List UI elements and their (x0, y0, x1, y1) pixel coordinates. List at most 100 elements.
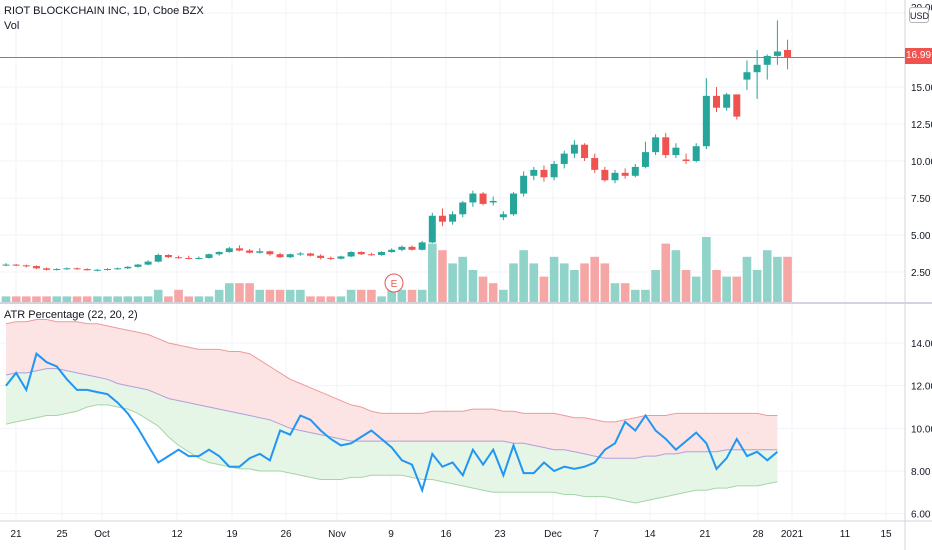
candle-body (388, 249, 396, 253)
candle-body (672, 147, 680, 156)
candle-body (144, 261, 152, 265)
volume-bar (631, 289, 640, 303)
time-tick-label: 11 (840, 529, 851, 540)
indicator-tick-label: 12.00 (911, 382, 932, 393)
candle-body (550, 163, 558, 178)
volume-bar (488, 283, 498, 303)
volume-bar (762, 250, 772, 303)
candle-body (773, 51, 781, 56)
upper-band-line (5, 319, 778, 423)
volume-bar (11, 296, 21, 303)
candle-body (185, 257, 193, 259)
atr-indicator-pane[interactable] (5, 319, 779, 504)
candle-body (154, 254, 162, 262)
candle-body (743, 72, 751, 80)
candle-body (713, 95, 720, 108)
volume-series (1, 237, 792, 303)
candle-body (357, 252, 365, 255)
candle-body (124, 266, 132, 269)
candle-body (733, 94, 741, 117)
volume-bar (387, 289, 396, 303)
candle-body (134, 264, 142, 267)
candle-body (438, 215, 446, 222)
candle-body (479, 193, 487, 204)
time-tick-label: 7 (593, 529, 599, 540)
volume-bar (590, 256, 599, 303)
volume-bar (103, 296, 112, 303)
candle-body (175, 257, 183, 259)
time-tick-label: 2021 (781, 529, 804, 540)
time-tick-label: 9 (388, 529, 394, 540)
candle-body (641, 152, 649, 167)
price-tick-label: 5.00 (911, 231, 931, 242)
candle-body (43, 268, 51, 270)
volume-bar (326, 296, 336, 303)
candle-body (428, 215, 436, 243)
candle-body (510, 193, 517, 215)
volume-bar (245, 283, 254, 303)
volume-bar (225, 283, 234, 303)
candlestick-series (2, 20, 792, 272)
volume-bar (255, 289, 265, 303)
candle-body (378, 252, 386, 255)
candle-body (205, 254, 213, 258)
price-axis[interactable]: 20.00 15.00 12.50 10.00 7.50 5.00 2.50 (911, 3, 932, 279)
indicator-axis[interactable]: 14.00 12.00 10.00 8.00 6.00 (911, 339, 932, 521)
candle-body (530, 169, 538, 176)
candle-body (73, 268, 81, 270)
volume-bar (356, 289, 366, 303)
volume-bar (62, 296, 72, 303)
candle-body (215, 252, 223, 255)
volume-bar (468, 270, 478, 303)
candle-body (520, 175, 528, 194)
earnings-marker[interactable]: E (384, 273, 404, 293)
volume-bar (641, 289, 650, 303)
candle-body (22, 265, 30, 267)
candle-body (347, 252, 355, 257)
candle-body (367, 254, 375, 256)
candle-body (307, 253, 314, 256)
volume-bar (509, 263, 518, 303)
time-tick-label: 25 (56, 529, 68, 540)
candle-body (723, 94, 731, 108)
lower-band-line (5, 404, 778, 504)
volume-bar (113, 296, 122, 303)
time-tick-label: 14 (644, 529, 656, 540)
candle-body (256, 251, 264, 253)
volume-bar (499, 289, 508, 303)
candle-body (408, 246, 416, 250)
candle-body (459, 202, 467, 215)
currency-button[interactable]: USD (909, 7, 929, 23)
volume-bar (52, 296, 62, 303)
candle-body (398, 246, 406, 250)
candle-body (337, 256, 345, 259)
indicator-tick-label: 14.00 (911, 339, 932, 350)
volume-bar (651, 270, 660, 303)
candle-body (489, 200, 497, 203)
candle-body (469, 193, 477, 203)
time-tick-label: 26 (280, 529, 292, 540)
price-tick-label: 2.50 (911, 268, 931, 279)
indicator-title[interactable]: ATR Percentage (22, 20, 2) (4, 309, 138, 321)
candle-body (682, 159, 690, 161)
volume-bar (214, 289, 224, 303)
time-tick-label: 19 (226, 529, 238, 540)
time-axis[interactable]: 21 25 Oct 12 19 26 Nov 9 16 23 Dec 7 14 … (10, 529, 892, 540)
volume-bar (438, 250, 447, 303)
volume-legend[interactable]: Vol (4, 20, 20, 32)
candle-body (276, 254, 284, 258)
candle-body (2, 264, 10, 266)
candle-body (32, 266, 40, 269)
volume-bar (681, 270, 691, 303)
volume-bar (671, 250, 681, 303)
volume-bar (397, 289, 407, 303)
candle-body (12, 264, 20, 266)
symbol-title[interactable]: RIOT BLOCKCHAIN INC, 1D, Cboe BZX (4, 5, 204, 17)
time-tick-label: 15 (880, 529, 892, 540)
candle-body (621, 172, 629, 176)
candle-body (327, 257, 335, 259)
volume-bar (275, 289, 285, 303)
volume-bar (1, 296, 11, 303)
volume-bar (600, 263, 610, 303)
